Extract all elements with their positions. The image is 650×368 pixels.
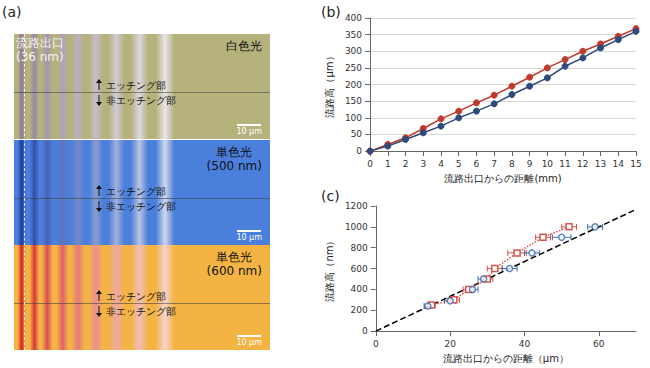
svg-text:流路高（nm）: 流路高（nm） bbox=[324, 236, 335, 302]
svg-text:8: 8 bbox=[509, 159, 515, 169]
svg-text:1000: 1000 bbox=[345, 222, 368, 232]
html-text:(500 nm): (500 nm) bbox=[206, 158, 262, 173]
svg-text:40: 40 bbox=[519, 339, 531, 349]
svg-text:250: 250 bbox=[345, 63, 362, 73]
html-text:白色光: 白色光 bbox=[226, 39, 262, 53]
svg-text:12: 12 bbox=[577, 159, 588, 169]
html-text:エッチング部: エッチング部 bbox=[106, 185, 166, 197]
svg-text:15: 15 bbox=[630, 159, 641, 169]
svg-text:150: 150 bbox=[345, 96, 362, 106]
html-text:非エッチング部: 非エッチング部 bbox=[106, 306, 176, 317]
html-text:10 μm: 10 μm bbox=[236, 232, 262, 242]
svg-text:流路出口からの距離（μm）: 流路出口からの距離（μm） bbox=[443, 353, 569, 364]
svg-text:6: 6 bbox=[474, 159, 480, 169]
svg-text:1: 1 bbox=[385, 159, 391, 169]
svg-text:1200: 1200 bbox=[345, 201, 368, 211]
svg-text:7: 7 bbox=[491, 159, 497, 169]
svg-text:60: 60 bbox=[593, 339, 605, 349]
svg-text:0: 0 bbox=[367, 159, 373, 169]
svg-text:(c): (c) bbox=[321, 188, 340, 204]
html-text:単色光: 単色光 bbox=[216, 250, 253, 264]
svg-text:14: 14 bbox=[613, 159, 625, 169]
html-text:単色光: 単色光 bbox=[216, 144, 253, 159]
svg-text:5: 5 bbox=[456, 159, 462, 169]
svg-text:流路出口からの距離(mm): 流路出口からの距離(mm) bbox=[444, 173, 561, 184]
svg-text:2: 2 bbox=[403, 159, 409, 169]
html-text:(a): (a) bbox=[2, 4, 22, 20]
html-text:流路出口: 流路出口 bbox=[16, 36, 64, 50]
svg-text:200: 200 bbox=[345, 80, 362, 90]
svg-text:50: 50 bbox=[351, 129, 363, 139]
svg-text:800: 800 bbox=[351, 243, 368, 253]
svg-text:100: 100 bbox=[345, 113, 362, 123]
svg-text:350: 350 bbox=[345, 30, 362, 40]
html-text:エッチング部: エッチング部 bbox=[106, 80, 166, 91]
svg-text:0: 0 bbox=[373, 339, 379, 349]
svg-text:13: 13 bbox=[595, 159, 606, 169]
svg-text:400: 400 bbox=[351, 284, 368, 294]
svg-text:(b): (b) bbox=[321, 4, 341, 20]
svg-text:300: 300 bbox=[345, 46, 362, 56]
svg-text:0: 0 bbox=[362, 326, 368, 336]
svg-text:0: 0 bbox=[356, 146, 362, 156]
svg-text:200: 200 bbox=[351, 305, 368, 315]
svg-text:400: 400 bbox=[345, 13, 362, 23]
svg-text:20: 20 bbox=[444, 339, 456, 349]
html-text:10 μm: 10 μm bbox=[236, 338, 262, 347]
html-text:(600 nm): (600 nm) bbox=[206, 264, 262, 278]
svg-text:3: 3 bbox=[420, 159, 426, 169]
html-text:10 μm: 10 μm bbox=[236, 127, 262, 136]
html-text:(36 nm): (36 nm) bbox=[16, 50, 64, 64]
svg-text:11: 11 bbox=[559, 159, 570, 169]
svg-text:9: 9 bbox=[527, 159, 533, 169]
html-text:非エッチング部: 非エッチング部 bbox=[106, 200, 176, 212]
svg-text:4: 4 bbox=[438, 159, 444, 169]
svg-text:600: 600 bbox=[351, 264, 368, 274]
html-text:エッチング部: エッチング部 bbox=[106, 291, 166, 302]
svg-text:10: 10 bbox=[542, 159, 554, 169]
html-text:非エッチング部: 非エッチング部 bbox=[106, 95, 176, 106]
svg-text:流路高（μm）: 流路高（μm） bbox=[324, 51, 335, 117]
